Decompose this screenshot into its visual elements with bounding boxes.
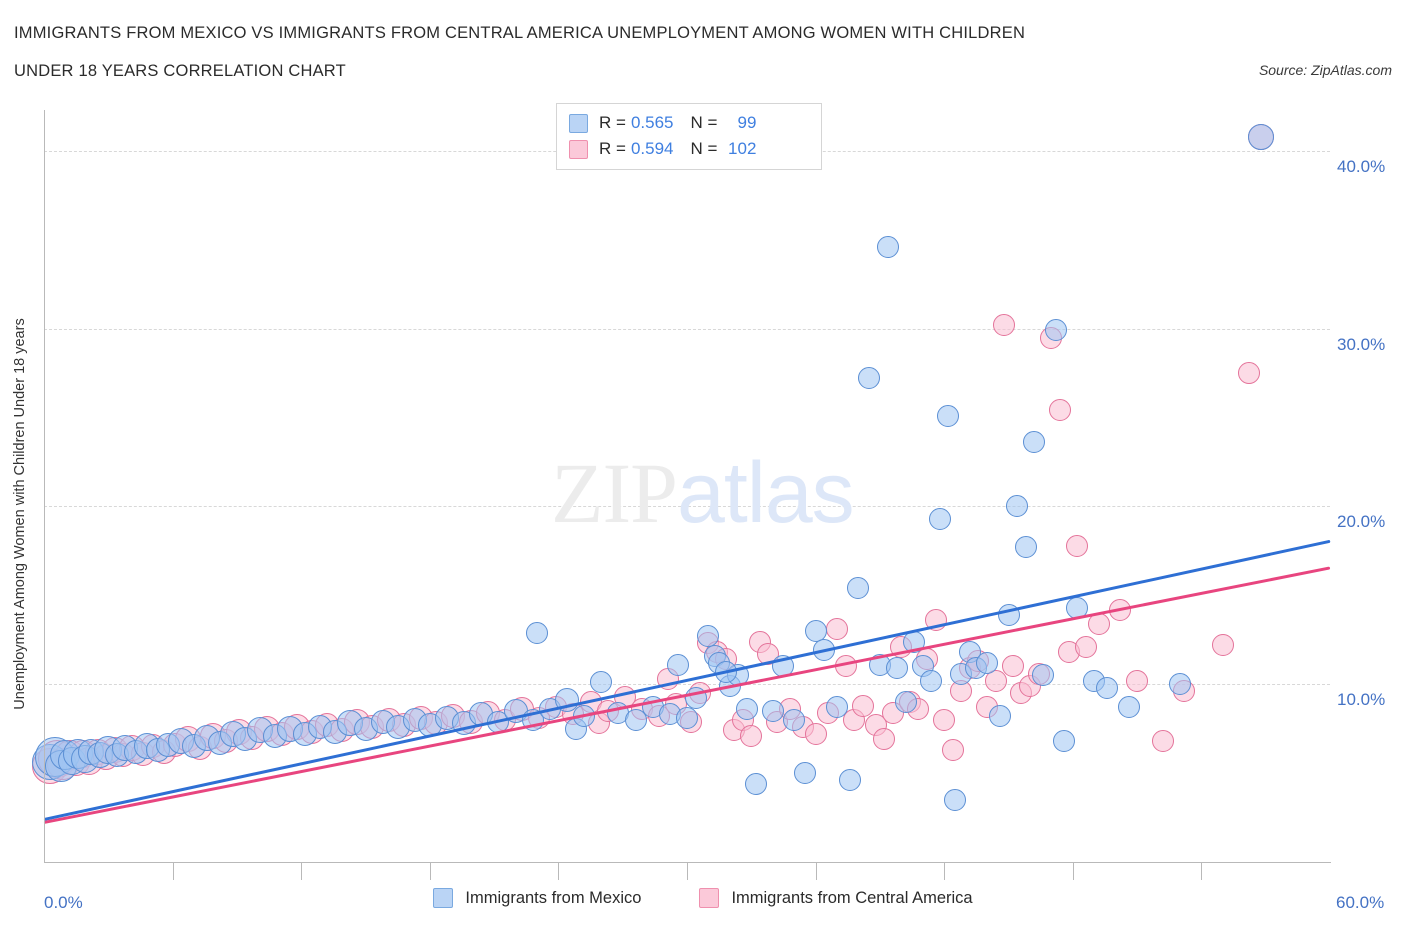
scatter-point [1066,534,1089,557]
gridline-y [44,684,1330,686]
scatter-point [993,314,1016,337]
scatter-point [804,723,827,745]
scatter-point [1168,673,1191,696]
n-value-mexico: 99 [737,113,757,132]
scatter-point [793,762,816,785]
y-axis-tick-label: 30.0% [1337,334,1386,354]
plot-area [32,110,1331,862]
scatter-point [976,651,999,674]
scatter-point [1096,676,1119,699]
scatter-point [761,699,784,722]
n-label-central-america: N = [690,139,718,158]
x-axis-tick [944,862,946,880]
scatter-point [928,507,951,530]
plot-surface [32,110,1331,862]
x-axis-tick [301,862,303,880]
stat-row-mexico: R = 0.565 N = 99 [569,110,811,136]
x-axis-tick [815,862,817,880]
correlation-stats-legend: R = 0.565 N = 99 R = 0.594 N = 102 [556,103,822,170]
pink-square-icon [569,139,588,159]
legend-item-central-america[interactable]: Immigrants from Central America [699,888,973,908]
y-axis-tick-label: 20.0% [1337,512,1386,532]
x-axis-tick [172,862,174,880]
scatter-point [624,708,647,731]
chart-title-line-2: UNDER 18 YEARS CORRELATION CHART [14,62,346,80]
legend-label-mexico: Immigrants from Mexico [465,888,642,907]
scatter-point [984,669,1007,692]
y-axis-tick-label: 40.0% [1337,156,1386,176]
scatter-point [1044,319,1067,342]
pink-square-icon [699,888,720,908]
scatter-point [826,696,849,719]
scatter-point [877,235,900,258]
scatter-point [1074,635,1097,658]
source-attribution: Source: ZipAtlas.com [1258,62,1392,78]
scatter-point [667,653,690,676]
scatter-point [1211,634,1234,657]
scatter-point [1126,669,1149,692]
y-axis-title: Unemployment Among Women with Children U… [12,318,28,710]
scatter-point [826,618,849,641]
scatter-point [858,367,881,390]
scatter-point [1031,664,1054,687]
x-axis-tick [1201,862,1203,880]
y-axis-tick-label: 10.0% [1337,690,1386,710]
scatter-point [804,619,827,642]
scatter-point [1053,730,1076,753]
scatter-point [943,788,966,811]
scatter-point [1248,123,1275,150]
legend-label-central-america: Immigrants from Central America [731,888,973,907]
r-label-mexico: R = [599,113,626,132]
scatter-point [1014,536,1037,559]
x-axis-tick [687,862,688,880]
blue-square-icon [569,113,588,133]
x-axis-tick [429,862,431,880]
scatter-point [783,708,806,731]
scatter-point [1237,362,1260,385]
blue-square-icon [433,888,454,908]
x-axis-min-label: 0.0% [44,893,83,912]
scatter-point [894,691,917,713]
scatter-point [1001,655,1024,678]
scatter-point [740,724,763,747]
scatter-point [590,671,613,694]
series-legend: Immigrants from Mexico Immigrants from C… [0,888,1406,908]
x-axis-tick [558,862,560,880]
scatter-point [847,577,870,600]
scatter-point [941,739,964,761]
scatter-point [1048,399,1071,422]
trendline-central-america [43,566,1331,825]
gridline-y [44,506,1330,508]
scatter-point [873,728,896,751]
x-axis-max-label: 60.0% [1336,893,1385,912]
scatter-point [933,708,956,731]
y-axis-spine [44,110,45,862]
scatter-point [744,772,767,795]
n-label-mexico: N = [690,113,718,132]
scatter-point [1023,431,1046,454]
scatter-point [937,404,960,427]
chart-title-line-1: IMMIGRANTS FROM MEXICO VS IMMIGRANTS FRO… [14,24,1026,42]
gridline-y [44,328,1330,330]
n-value-central-america: 102 [728,139,757,158]
legend-item-mexico[interactable]: Immigrants from Mexico [433,888,641,908]
r-value-mexico: 0.565 [630,113,674,132]
scatter-point [886,657,909,680]
scatter-point [736,698,758,721]
scatter-point [1006,495,1029,518]
stat-row-central-america: R = 0.594 N = 102 [569,136,811,162]
scatter-point [1151,730,1174,753]
scatter-point [988,705,1011,728]
scatter-point [1117,696,1140,719]
r-value-central-america: 0.594 [630,139,674,158]
scatter-point [676,707,698,729]
scatter-point [525,621,548,644]
x-axis-tick [1072,862,1074,880]
scatter-point [838,769,861,792]
r-label-central-america: R = [599,139,626,158]
scatter-point [920,669,943,692]
scatter-point [851,694,874,717]
